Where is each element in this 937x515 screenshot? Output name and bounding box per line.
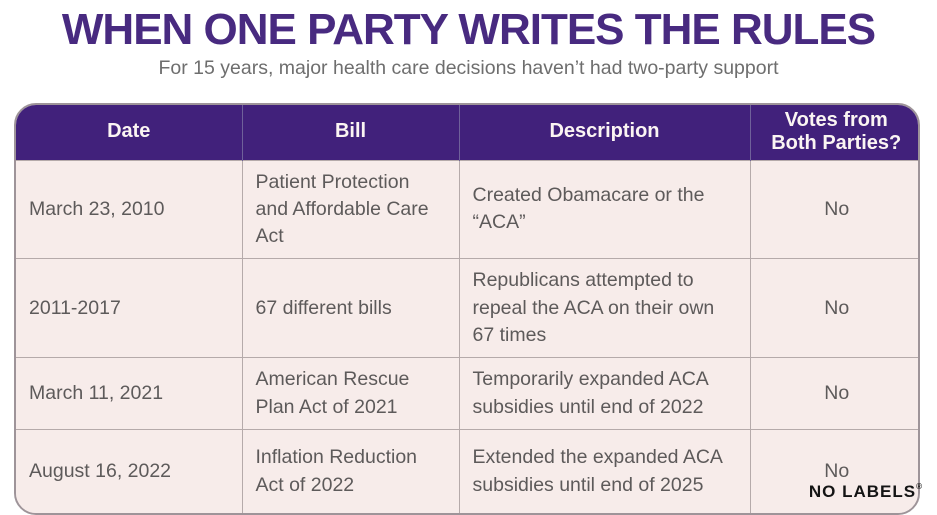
- cell-bill: 67 different bills: [241, 258, 459, 358]
- cell-bill: American Rescue Plan Act of 2021: [241, 357, 459, 430]
- table-row: March 23, 2010 Patient Protection and Af…: [16, 159, 918, 259]
- column-header-description: Description: [458, 105, 750, 160]
- health-care-votes-table: Date Bill Description Votes from Both Pa…: [16, 105, 918, 514]
- cell-votes: No: [749, 357, 918, 430]
- cell-date: March 11, 2021: [16, 357, 242, 430]
- cell-description: Extended the expanded ACA subsidies unti…: [458, 428, 750, 514]
- cell-bill: Patient Protection and Affordable Care A…: [241, 159, 459, 259]
- cell-date: March 23, 2010: [16, 159, 242, 259]
- page-title: WHEN ONE PARTY WRITES THE RULES: [61, 5, 876, 54]
- cell-votes: No: [749, 159, 918, 259]
- header-row: Date Bill Description Votes from Both Pa…: [16, 105, 918, 160]
- column-header-date: Date: [16, 105, 242, 160]
- data-table: Date Bill Description Votes from Both Pa…: [14, 103, 920, 515]
- column-header-votes: Votes from Both Parties?: [749, 105, 918, 160]
- column-header-bill: Bill: [241, 105, 459, 160]
- page-subtitle: For 15 years, major health care decision…: [158, 57, 779, 79]
- table-row: August 16, 2022 Inflation Reduction Act …: [16, 428, 918, 514]
- table-row: 2011-2017 67 different bills Republicans…: [16, 258, 918, 358]
- registered-trademark-icon: ®: [916, 482, 922, 491]
- table-body: March 23, 2010 Patient Protection and Af…: [16, 159, 918, 514]
- cell-votes: No: [749, 258, 918, 358]
- table-header: Date Bill Description Votes from Both Pa…: [16, 105, 918, 160]
- cell-description: Created Obamacare or the “ACA”: [458, 159, 750, 259]
- cell-bill: Inflation Reduction Act of 2022: [241, 428, 459, 514]
- logo-text: NO LABELS: [808, 482, 917, 501]
- cell-description: Republicans attempted to repeal the ACA …: [458, 258, 750, 358]
- cell-description: Temporarily expanded ACA subsidies until…: [458, 357, 750, 430]
- table-row: March 11, 2021 American Rescue Plan Act …: [16, 357, 918, 430]
- cell-date: 2011-2017: [16, 258, 242, 358]
- cell-votes: No: [749, 428, 918, 514]
- cell-date: August 16, 2022: [16, 428, 242, 514]
- no-labels-logo: NO LABELS®: [809, 482, 922, 502]
